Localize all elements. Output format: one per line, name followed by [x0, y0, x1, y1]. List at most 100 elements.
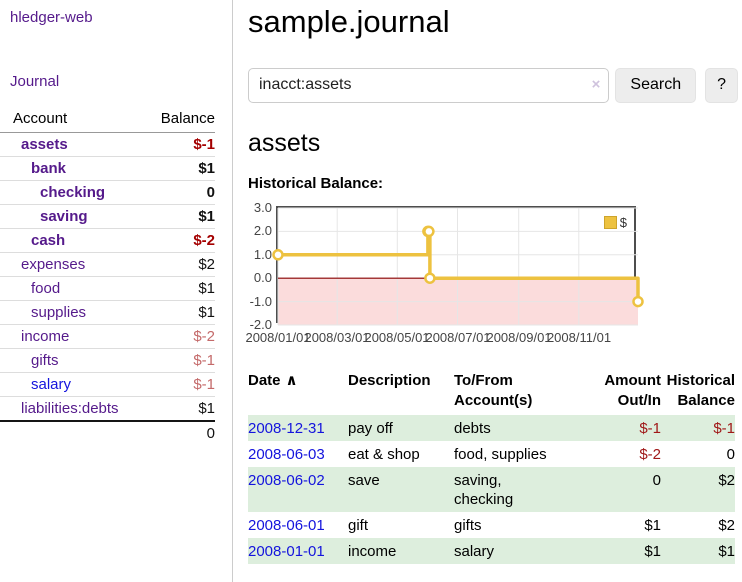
sidebar-account-balance: $-1 — [193, 136, 215, 153]
chart-x-tick-label: 2008/01/01 — [245, 330, 311, 346]
sidebar-account-link-expenses[interactable]: expenses — [21, 256, 86, 273]
search-button[interactable]: Search — [615, 67, 697, 103]
register-column-label: To/From Account(s) — [454, 372, 533, 410]
sidebar-total-balance: 0 — [107, 420, 215, 445]
clear-search-icon[interactable]: × — [591, 75, 601, 93]
sidebar-account-row: gifts $-1 — [0, 348, 215, 373]
register-row: 2008-12-31 pay off debts $-1 $-1 — [248, 415, 735, 442]
sort-ascending-icon: ∧ — [285, 372, 298, 390]
sidebar-account-link-gifts[interactable]: gifts — [31, 352, 59, 369]
chart-y-tick-label: 3.0 — [253, 200, 272, 216]
sidebar-column-account: Account — [0, 107, 108, 133]
sidebar-accounts-table: Account Balance assets $-1 bank $1 checking 0… — [0, 107, 215, 445]
register-row: 2008-06-02 save saving, checking 0 $2 — [248, 467, 735, 513]
transaction-date-link[interactable]: 2008-06-03 — [248, 446, 325, 464]
register-balance-cell: $1 — [718, 543, 735, 561]
register-accounts-cell: debts — [454, 420, 491, 438]
chart-x-tick-label: 2008/09/01 — [486, 330, 552, 346]
chart-y-tick-label: 1.0 — [253, 247, 272, 263]
chart-y-tick-label: 0.0 — [253, 270, 272, 286]
legend-swatch-icon — [603, 216, 617, 230]
sidebar-column-balance: Balance — [107, 107, 215, 133]
register-header-row: Date ∧ Description To/From Account(s) Amount… — [248, 369, 735, 415]
account-heading: assets — [248, 128, 321, 157]
sidebar-account-balance: $-2 — [107, 228, 215, 253]
search-box: × — [248, 67, 610, 103]
chart-legend: $ — [601, 214, 629, 232]
register-balance-cell: $2 — [718, 517, 735, 535]
sidebar-account-cell: expenses — [0, 252, 108, 277]
register-column-historical: Historical Balance — [661, 369, 735, 415]
help-button[interactable]: ? — [705, 67, 738, 103]
sidebar-account-cell: food — [0, 276, 108, 301]
sidebar-account-cell: bank — [0, 156, 108, 181]
register-amount-cell: $1 — [644, 517, 661, 535]
register-amount-cell: $1 — [644, 543, 661, 561]
register-description-cell: income — [348, 543, 397, 561]
sidebar-account-row: income $-2 — [0, 324, 215, 349]
sidebar: hledger-web Journal Account Balance asse… — [0, 0, 233, 582]
search-input[interactable] — [248, 67, 610, 103]
sidebar-account-balance: $-1 — [107, 348, 215, 373]
transaction-date-link[interactable]: 2008-06-01 — [248, 517, 325, 535]
register-date-cell: 2008-01-01 — [248, 538, 348, 564]
chart-data-point — [632, 296, 644, 308]
historical-balance-chart: $3.0 2.0 1.0 0.0 -1.0 -2.0 2008/01/01 2008/03/0… — [245, 200, 738, 348]
sidebar-account-link-assets[interactable]: assets — [21, 136, 68, 153]
transaction-date-link[interactable]: 2008-06-02 — [248, 472, 325, 490]
register-description-cell: pay off — [348, 420, 393, 438]
register-table: Date ∧ Description To/From Account(s) Amount… — [248, 369, 735, 565]
sidebar-account-link-income[interactable]: income — [21, 328, 70, 345]
sidebar-account-row: expenses $2 — [0, 252, 215, 277]
sidebar-account-cell: cash — [0, 228, 108, 253]
sidebar-account-balance: $1 — [107, 396, 215, 421]
sidebar-account-cell: supplies — [0, 300, 108, 325]
register-balance-cell: $-1 — [713, 420, 735, 438]
sidebar-account-row: supplies $1 — [0, 300, 215, 325]
register-column-date[interactable]: Date ∧ — [248, 369, 348, 415]
sidebar-account-link-food[interactable]: food — [31, 280, 61, 297]
register-accounts-cell: gifts — [454, 517, 482, 535]
register-description-cell: gift — [348, 517, 369, 535]
register-balance-cell: 0 — [726, 446, 735, 464]
register-description-cell: save — [348, 472, 380, 490]
chart-data-point — [272, 249, 284, 261]
sidebar-account-balance: 0 — [107, 180, 215, 205]
sidebar-account-link-bank[interactable]: bank — [31, 160, 67, 177]
brand-link[interactable]: hledger-web — [10, 9, 93, 26]
register-balance-cell: $2 — [718, 472, 735, 490]
chart-y-tick-label: 2.0 — [253, 223, 272, 239]
sidebar-account-link-salary[interactable]: salary — [31, 376, 72, 393]
register-accounts-cell: food, supplies — [454, 446, 547, 464]
chart-title: Historical Balance: — [248, 175, 384, 193]
register-accounts-cell: salary — [454, 543, 495, 561]
register-column-to-from: To/From Account(s) — [454, 369, 589, 415]
register-column-label: Date — [248, 372, 281, 390]
transaction-date-link[interactable]: 2008-12-31 — [248, 420, 325, 438]
sidebar-account-row: salary $-1 — [0, 372, 215, 397]
sidebar-account-link-liabilities-debts[interactable]: liabilities:debts — [21, 400, 119, 417]
sidebar-account-link-cash[interactable]: cash — [31, 232, 66, 249]
chart-y-tick-label: -1.0 — [249, 294, 272, 310]
sidebar-account-row: food $1 — [0, 276, 215, 301]
sidebar-account-link-saving[interactable]: saving — [40, 208, 88, 225]
chart-plot-area: $ — [272, 206, 644, 326]
sidebar-account-row: saving $1 — [0, 204, 215, 229]
sidebar-account-row: cash $-2 — [0, 228, 215, 253]
sidebar-account-cell: assets — [0, 133, 108, 157]
sidebar-account-link-checking[interactable]: checking — [40, 184, 106, 201]
chart-x-tick-label: 2008/05/01 — [364, 330, 430, 346]
page-title: sample.journal — [248, 4, 450, 39]
sidebar-account-row: assets $-1 — [0, 133, 215, 157]
sidebar-account-cell: liabilities:debts — [0, 396, 119, 421]
register-date-cell: 2008-06-02 — [248, 467, 348, 512]
register-row: 2008-06-03 eat & shop food, supplies $-2 0 — [248, 441, 735, 467]
main-content: sample.journal × Search ? assets Histori… — [245, 0, 738, 565]
chart-x-tick-label: 2008/11/01 — [546, 330, 612, 346]
register-description-cell: eat & shop — [348, 446, 420, 464]
sidebar-account-balance: $1 — [107, 156, 215, 181]
transaction-date-link[interactable]: 2008-01-01 — [248, 543, 325, 561]
sidebar-account-cell: checking — [0, 180, 108, 205]
nav-journal-link[interactable]: Journal — [10, 73, 60, 90]
sidebar-account-link-supplies[interactable]: supplies — [31, 304, 87, 321]
